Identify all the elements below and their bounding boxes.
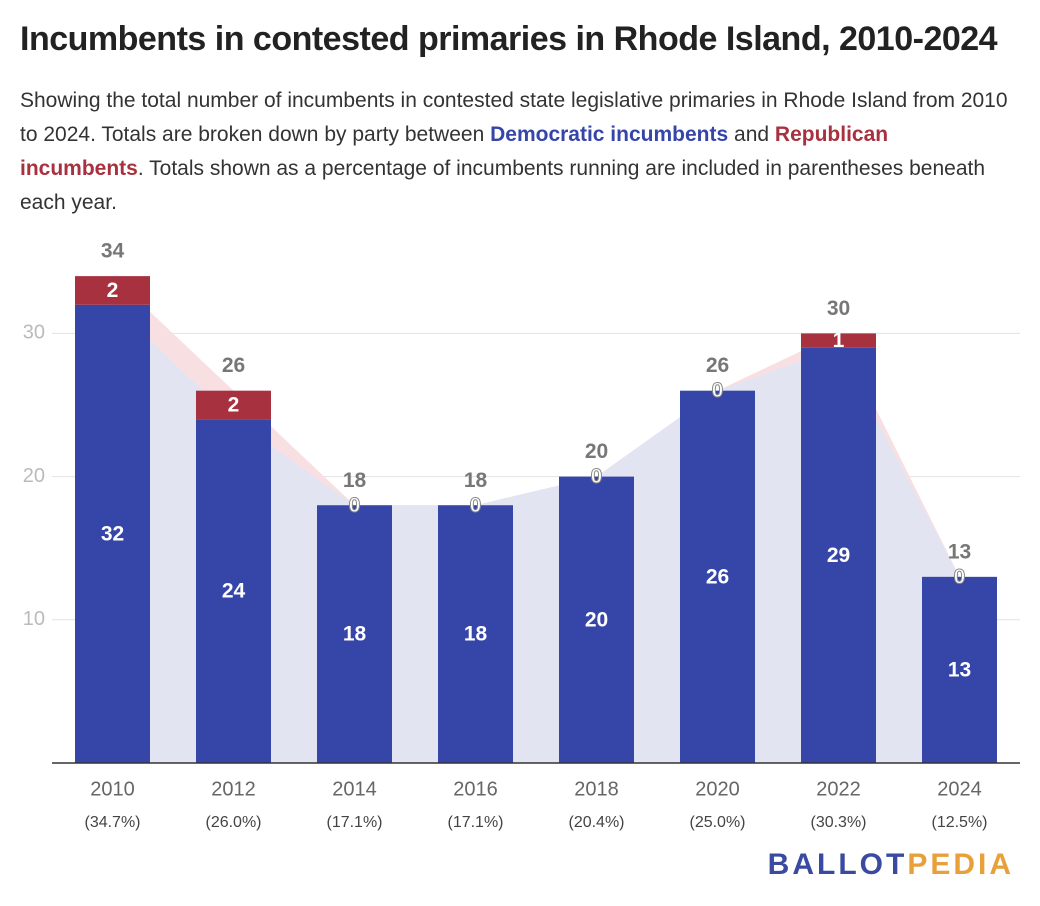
legend-entry: Democratic incumbents — [490, 123, 729, 146]
total-label: 20 — [585, 440, 608, 463]
bar-segment — [559, 476, 634, 763]
y-tick-label: 20 — [23, 465, 45, 487]
x-tick-label: 2014 — [332, 778, 377, 800]
total-label: 26 — [222, 354, 245, 377]
value-label: 13 — [948, 658, 971, 681]
chart-title: Incumbents in contested primaries in Rho… — [20, 20, 998, 58]
value-label: 24 — [222, 580, 246, 603]
value-label: 0 — [470, 494, 482, 517]
legend-entry: Republican incumbents — [20, 123, 889, 180]
value-label: 1 — [833, 329, 845, 352]
y-tick-label: 30 — [23, 322, 45, 344]
total-label: 13 — [948, 540, 971, 563]
total-label: 18 — [343, 469, 367, 492]
x-tick-label: 2016 — [453, 778, 498, 800]
total-label: 18 — [464, 469, 488, 492]
y-tick-label: 10 — [23, 608, 45, 630]
value-label: 0 — [349, 494, 361, 517]
value-label: 2 — [107, 279, 119, 302]
value-label: 26 — [706, 565, 729, 588]
logo-text: BALLOT — [767, 848, 908, 881]
value-label: 0 — [591, 465, 603, 488]
value-label: 0 — [712, 379, 724, 402]
x-tick-label: 2012 — [211, 778, 256, 800]
value-label: 32 — [101, 522, 124, 545]
total-label: 30 — [827, 297, 850, 320]
x-tick-label: 2022 — [816, 778, 861, 800]
logo: BALLOTPEDIA — [768, 848, 1014, 882]
x-tick-label: 2020 — [695, 778, 740, 800]
bar-segment — [801, 347, 876, 763]
x-tick-note: (17.1%) — [447, 814, 503, 831]
bar-segment — [196, 390, 271, 420]
chart-subtitle: Showing the total number of incumbents i… — [20, 84, 1010, 220]
x-tick-note: (17.1%) — [326, 814, 382, 831]
x-tick-note: (30.3%) — [810, 814, 866, 831]
bar-segment — [75, 304, 150, 763]
value-label: 18 — [464, 623, 488, 646]
value-label: 2 — [228, 394, 240, 417]
value-label: 0 — [954, 565, 966, 588]
x-tick-label: 2010 — [90, 778, 135, 800]
x-tick-note: (20.4%) — [568, 814, 624, 831]
subtitle-text: Showing the total number of incumbents i… — [20, 89, 1008, 146]
value-label: 29 — [827, 544, 850, 567]
x-tick-label: 2018 — [574, 778, 619, 800]
subtitle-text: and — [734, 123, 770, 146]
value-label: 18 — [343, 623, 367, 646]
x-tick-note: (12.5%) — [931, 814, 987, 831]
bar-segment — [438, 505, 513, 763]
bar-segment — [680, 390, 755, 763]
x-tick-note: (34.7%) — [84, 814, 140, 831]
bar-segment — [922, 576, 997, 763]
subtitle-text: . Totals shown as a percentage of incumb… — [20, 157, 986, 214]
bar-segment — [801, 333, 876, 348]
total-label: 26 — [706, 354, 729, 377]
total-label: 34 — [101, 240, 125, 263]
x-tick-note: (26.0%) — [205, 814, 261, 831]
bar-segment — [75, 276, 150, 305]
logo-text: PEDIA — [907, 848, 1014, 881]
bar-segment — [317, 505, 392, 763]
x-tick-note: (25.0%) — [689, 814, 745, 831]
x-tick-label: 2024 — [937, 778, 982, 800]
value-label: 20 — [585, 608, 608, 631]
bar-segment — [196, 419, 271, 763]
